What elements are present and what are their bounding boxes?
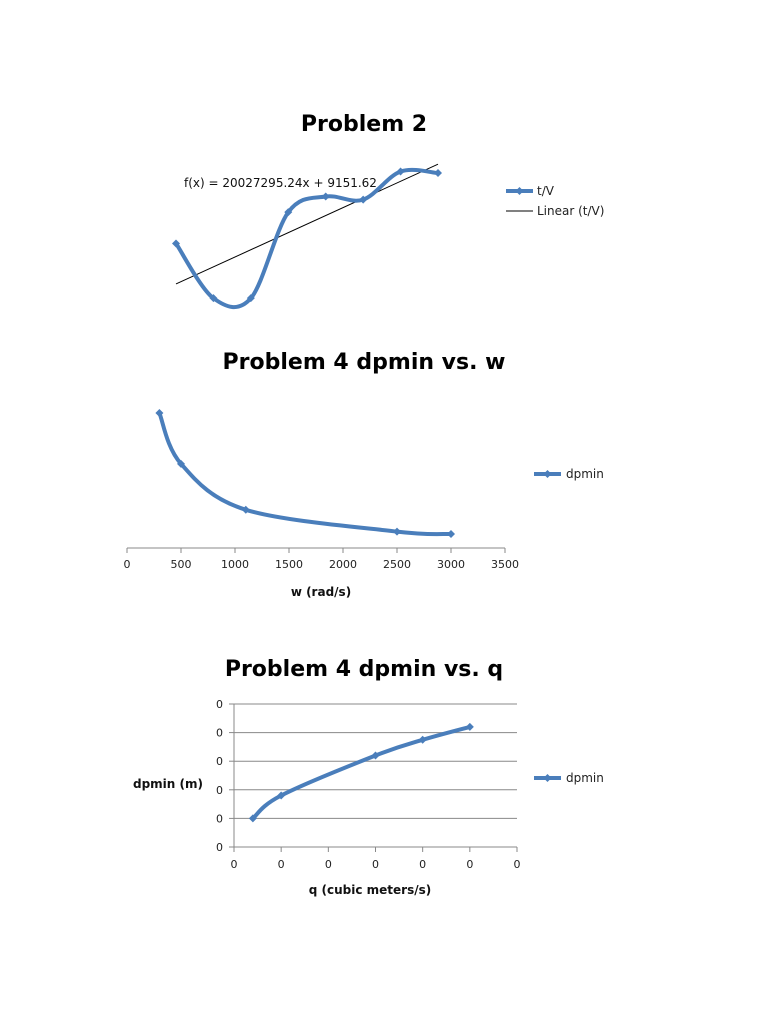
x-tick-label: 0 (124, 558, 131, 571)
data-point (241, 505, 250, 514)
data-point (209, 294, 218, 303)
data-point (248, 814, 257, 823)
legend: dpmin (534, 467, 604, 481)
x-tick-label: 0 (231, 858, 238, 871)
legend-label-series: dpmin (566, 771, 604, 785)
legend: t/V Linear (t/V) (506, 184, 604, 218)
x-tick-label: 2500 (383, 558, 411, 571)
x-tick-label: 0 (325, 858, 332, 871)
legend: dpmin (534, 771, 604, 785)
chart-title: Problem 4 dpmin vs. w (223, 350, 506, 375)
y-tick-label: 0 (216, 698, 223, 711)
plot-area (172, 163, 442, 309)
data-point (359, 195, 368, 204)
data-point (277, 791, 286, 800)
x-tick-label: 1000 (221, 558, 249, 571)
series-line (250, 724, 472, 821)
data-point (371, 751, 380, 760)
data-point (172, 239, 180, 248)
x-tick-label: 1500 (275, 558, 303, 571)
y-tick-label: 0 (216, 812, 223, 825)
data-point (321, 192, 330, 201)
data-point (465, 722, 474, 731)
x-tick-label: 500 (171, 558, 192, 571)
data-point (434, 169, 442, 178)
x-tick-label: 3000 (437, 558, 465, 571)
legend-marker (543, 470, 552, 478)
chart-dpmin-vs-w: Problem 4 dpmin vs. w 0 500 1000 1500 2000 25… (124, 350, 604, 599)
x-tick-label: 0 (419, 858, 426, 871)
chart-title: Problem 2 (301, 112, 427, 137)
y-tick-label: 0 (216, 784, 223, 797)
legend-label-series: dpmin (566, 467, 604, 481)
y-tick-label: 0 (216, 727, 223, 740)
legend-label-trendline: Linear (t/V) (537, 204, 604, 218)
data-point (246, 294, 255, 303)
legend-marker (543, 774, 552, 782)
plot-area: 0 500 1000 1500 2000 2500 3000 3500 (124, 409, 519, 571)
data-point (447, 530, 455, 538)
chart-title: Problem 4 dpmin vs. q (225, 657, 503, 682)
y-axis-label: dpmin (m) (133, 777, 203, 791)
legend-marker (515, 187, 524, 195)
data-point (396, 167, 405, 176)
x-axis-label: q (cubic meters/s) (309, 883, 432, 897)
data-point (393, 527, 401, 536)
x-tick-label: 0 (514, 858, 521, 871)
x-axis-label: w (rad/s) (291, 585, 351, 599)
x-tick-label: 0 (278, 858, 285, 871)
data-point (155, 409, 164, 417)
x-tick-label: 0 (466, 858, 473, 871)
legend-label-series: t/V (537, 184, 555, 198)
x-tick-label: 2000 (329, 558, 357, 571)
x-tick-label: 0 (372, 858, 379, 871)
data-point (418, 735, 427, 744)
data-point (284, 208, 293, 217)
trendline-equation: f(x) = 20027295.24x + 9151.62 (184, 176, 377, 190)
y-tick-label: 0 (216, 755, 223, 768)
x-tick-label: 3500 (491, 558, 519, 571)
trendline (175, 163, 439, 285)
y-tick-label: 0 (216, 841, 223, 854)
data-point (177, 459, 185, 468)
series-line (174, 167, 440, 309)
series-line (157, 411, 453, 537)
chart-problem-2: Problem 2 f(x) = 20027295.24x + 9151.62 … (172, 112, 604, 309)
